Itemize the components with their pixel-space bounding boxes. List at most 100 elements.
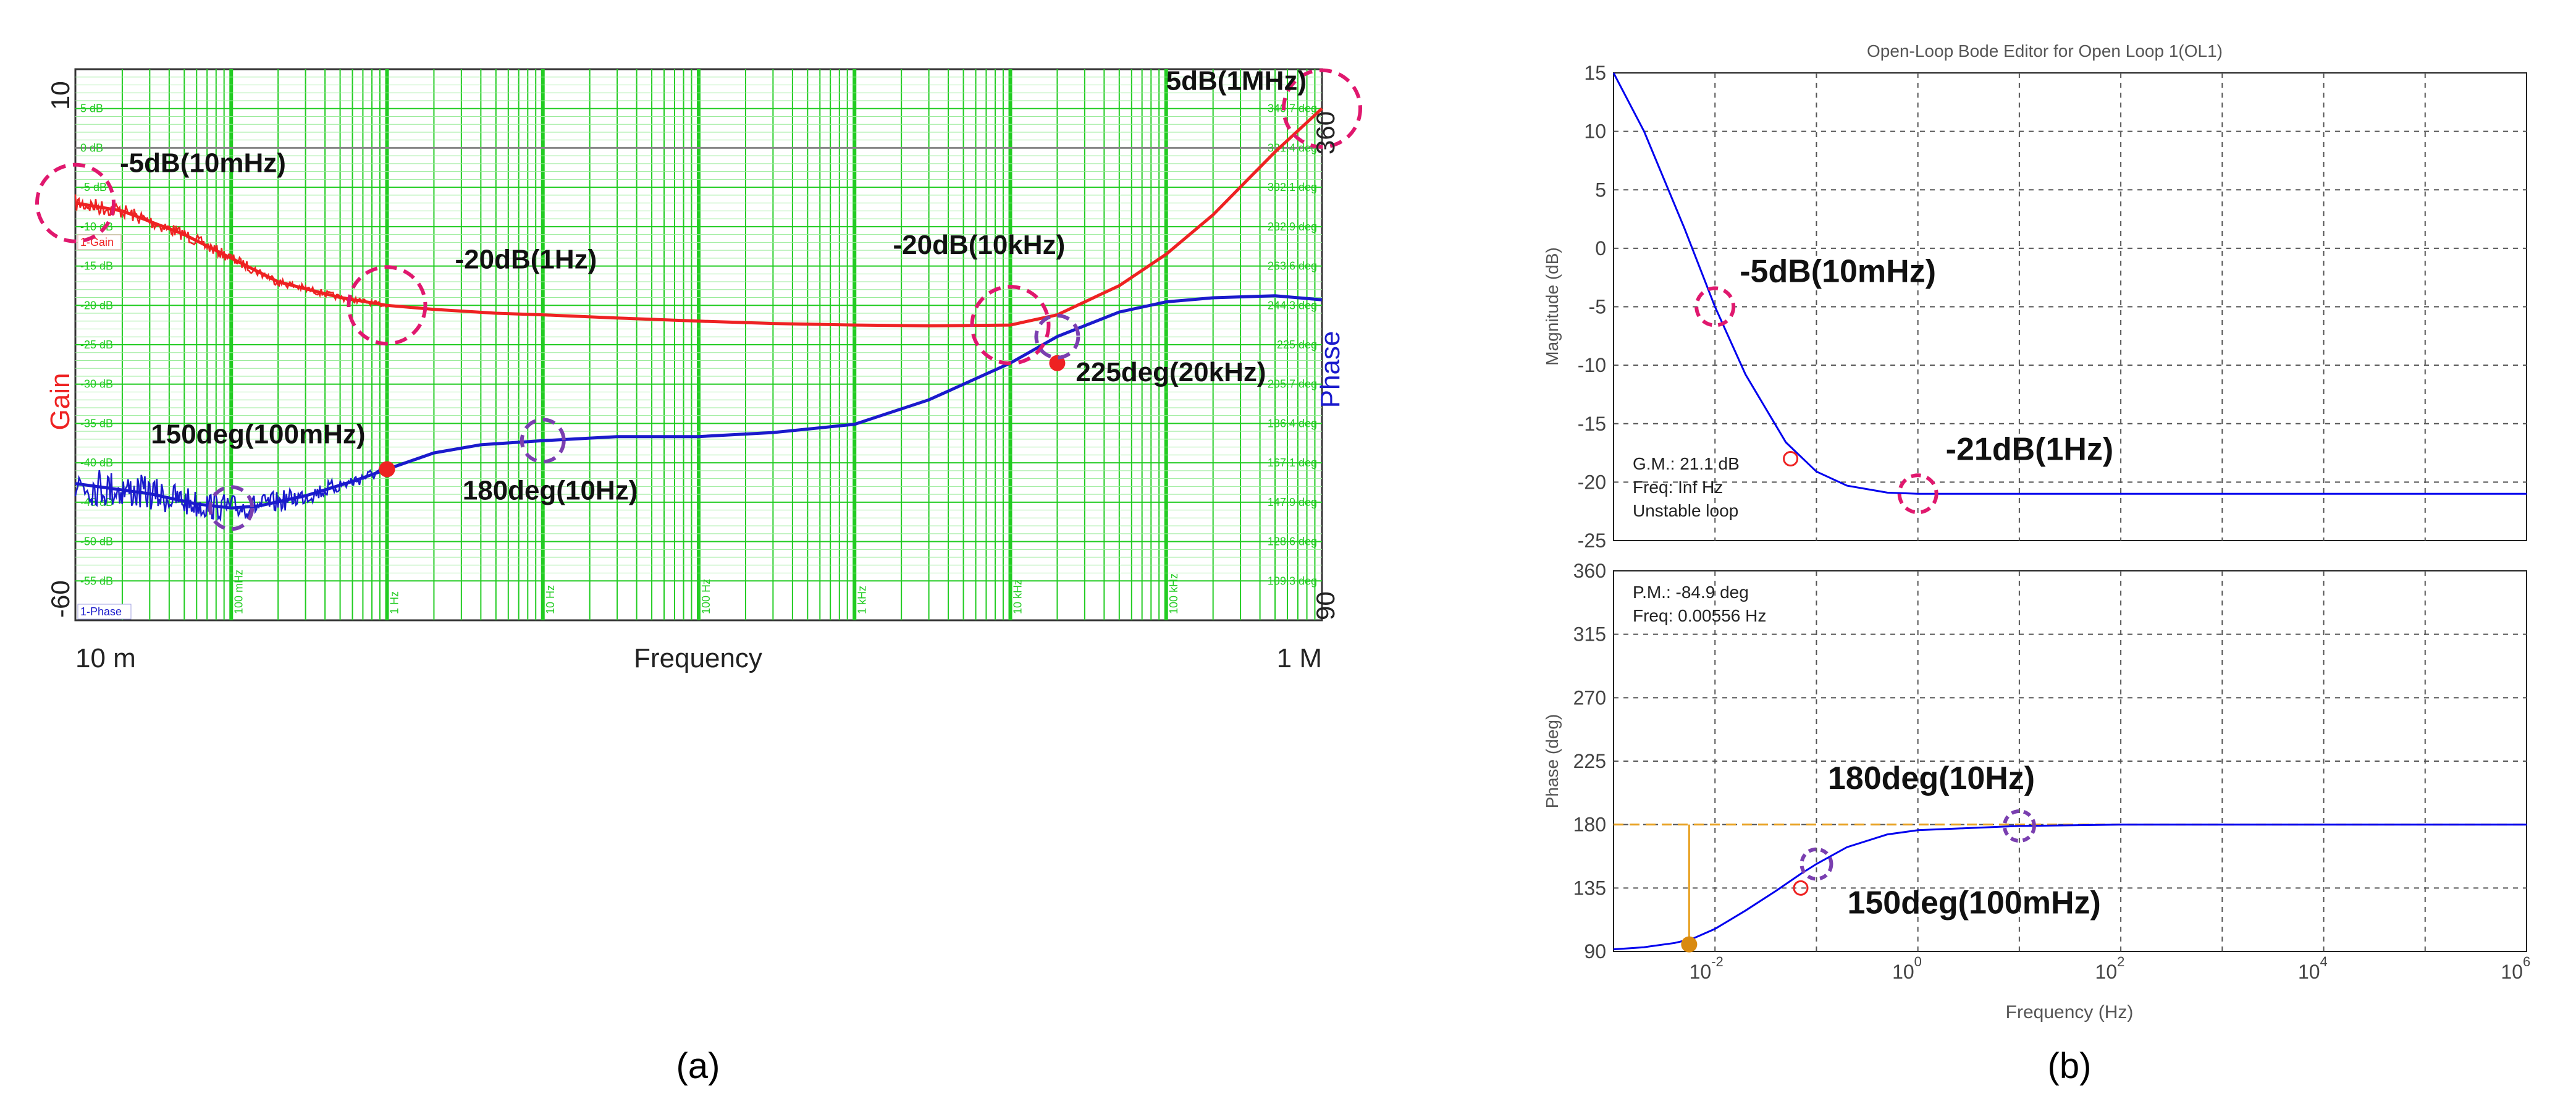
phase-ytick-label: 315: [1573, 623, 1606, 646]
panel-a-gain-phase-plot: 5 dB0 dB-5 dB-10 dB-15 dB-20 dB-25 dB-30…: [35, 66, 1362, 1086]
phase-xtick-label: 10 4: [2298, 954, 2328, 983]
gain-inner-tick-label: -40 dB: [80, 457, 113, 469]
mag-ytick-label: -5: [1589, 296, 1606, 318]
decade-label: 100 kHz: [1168, 573, 1180, 614]
phase-inner-tick-label: 302.1 deg: [1268, 181, 1317, 193]
gain-inner-tick-label: -55 dB: [80, 575, 113, 587]
mag-ytick-label: -25: [1578, 529, 1606, 552]
pm-line-1: P.M.: -84.9 deg: [1633, 583, 1749, 602]
panel-a-axes: 10 -60 Gain 360 90 Phase 10 m 1 M Freque…: [45, 81, 1345, 673]
phase-trace-tag: 1-Phase: [77, 604, 132, 620]
panel-b-traces: [1612, 72, 2527, 953]
annotation-circle: [1282, 68, 1362, 149]
annotation-label: -20dB(1Hz): [455, 244, 597, 274]
phase-xtick-label: 10 2: [2095, 954, 2125, 983]
annotation-label: 180deg(10Hz): [463, 475, 638, 505]
phase-ytick-label: 270: [1573, 686, 1606, 709]
gain-trace-tag-text: 1-Gain: [80, 236, 114, 248]
gain-inner-tick-label: -35 dB: [80, 417, 113, 429]
annotation-label: -21dB(1Hz): [1946, 431, 2114, 467]
phase-xtick-label: 10 0: [1892, 954, 1922, 983]
mag-ytick-label: 0: [1595, 237, 1606, 259]
mag-ytick-label: 15: [1584, 62, 1606, 84]
panel-b-phase-ylabel: Phase (deg): [1543, 714, 1562, 809]
xtick-exponent: -2: [1711, 954, 1724, 969]
gain-inner-tick-label: -25 dB: [80, 339, 113, 351]
annotation-circle: [1897, 473, 1938, 515]
annotation-circle: [1799, 847, 1833, 881]
annotation-label: 180deg(10Hz): [1828, 761, 2035, 796]
xtick-base: 10: [2501, 961, 2523, 983]
annotation-label: 225deg(20kHz): [1075, 357, 1266, 387]
phase-ytick-label: 180: [1573, 814, 1606, 836]
gain-trace: [75, 107, 1323, 327]
decade-label: 1 Hz: [389, 591, 401, 614]
xtick-exponent: 6: [2523, 954, 2530, 969]
phase-inner-tick-label: 244.3 deg: [1268, 299, 1317, 311]
panel-b-phase-margin-info: P.M.: -84.9 deg Freq: 0.00556 Hz: [1633, 583, 1766, 625]
panel-b-gain-margin-info: G.M.: 21.1 dB Freq: Inf Hz Unstable loop: [1633, 454, 1740, 520]
phase-inner-tick-label: 282.9 deg: [1268, 221, 1317, 233]
gain-inner-tick-label: -15 dB: [80, 260, 113, 272]
panel-a-xtick-min: 10 m: [75, 643, 136, 673]
panel-b-tick-labels: 151050-5-10-15-20-2536031527022518013590…: [1573, 62, 2531, 983]
panel-a-grid: [75, 69, 1322, 620]
phase-ytick-label: 225: [1573, 750, 1606, 772]
phase-inner-tick-label: 109.3 deg: [1268, 575, 1317, 587]
phase-trace-tag-box: [77, 604, 132, 620]
gm-line-3: Unstable loop: [1633, 501, 1738, 520]
phase-ytick-label: 360: [1573, 560, 1606, 582]
panel-a-xtick-max: 1 M: [1277, 643, 1322, 673]
phase-margin-dot: [1681, 936, 1698, 953]
gain-trace-tag-box: [77, 234, 122, 250]
phase-marker-dot: [379, 461, 395, 478]
annotation-circle: [347, 265, 427, 346]
panel-a-traces: [74, 107, 1323, 523]
phase-crossover-marker: [1793, 880, 1809, 896]
panel-b-xlabel: Frequency (Hz): [2006, 1002, 2134, 1022]
phase-ytick-label: 90: [1584, 940, 1606, 963]
gain-inner-tick-label: -5 dB: [80, 181, 107, 193]
annotation-circle: [970, 285, 1051, 366]
annotation-label: -20dB(10kHz): [893, 230, 1066, 260]
gain-inner-tick-label: 0 dB: [80, 141, 103, 154]
annotation-circle: [35, 162, 116, 243]
panel-a-label: (a): [676, 1046, 720, 1086]
gm-line-2: Freq: Inf Hz: [1633, 478, 1723, 497]
gain-inner-tick-label: -30 dB: [80, 378, 113, 390]
gain-trace-tag: 1-Gain: [77, 234, 122, 250]
gain-trace-noise: [74, 194, 388, 308]
gain-inner-tick-label: -20 dB: [80, 299, 113, 311]
mag-ytick-label: 10: [1584, 120, 1606, 143]
phase-inner-tick-label: 225 deg: [1277, 339, 1317, 351]
xtick-exponent: 4: [2320, 954, 2328, 969]
panel-a-annotations: -5dB(10mHz) -20dB(1Hz) -20dB(10kHz) 5dB(1MH…: [35, 66, 1362, 531]
decade-label: 100 Hz: [700, 579, 712, 614]
panel-b-title: Open-Loop Bode Editor for Open Loop 1(OL…: [1867, 41, 2223, 61]
xtick-exponent: 0: [1914, 954, 1922, 969]
phase-inner-tick-label: 205.7 deg: [1268, 378, 1317, 390]
xtick-base: 10: [1690, 961, 1712, 983]
mag-ytick-label: 5: [1595, 179, 1606, 201]
panel-a-gain-axis-label: Gain: [45, 373, 75, 431]
panel-a-gain-ymax: 10: [46, 81, 75, 110]
phase-inner-tick-label: 147.9 deg: [1268, 496, 1317, 508]
gm-line-1: G.M.: 21.1 dB: [1633, 454, 1740, 473]
annotation-circle: [520, 418, 566, 464]
annotation-label: 5dB(1MHz): [1166, 66, 1307, 96]
phase-inner-tick-label: 167.1 deg: [1268, 457, 1317, 469]
annotation-circle: [1034, 313, 1080, 360]
pm-line-2: Freq: 0.00556 Hz: [1633, 606, 1766, 625]
decade-label: 100 mHz: [232, 570, 245, 614]
panel-b-grid: [1614, 73, 2527, 951]
gain-inner-tick-label: 5 dB: [80, 103, 103, 115]
xtick-base: 10: [1892, 961, 1914, 983]
phase-inner-tick-label: 340.7 deg: [1268, 103, 1317, 115]
panel-a-gain-ymin: -60: [46, 580, 75, 618]
phase-trace: [75, 294, 1323, 510]
decade-label: 10 kHz: [1012, 580, 1024, 614]
gain-inner-tick-label: -50 dB: [80, 536, 113, 548]
panel-b-bode-editor: Open-Loop Bode Editor for Open Loop 1(OL…: [1543, 41, 2530, 1086]
panel-b-label: (b): [2048, 1046, 2092, 1086]
panel-a-inner-tick-labels: 5 dB0 dB-5 dB-10 dB-15 dB-20 dB-25 dB-30…: [77, 103, 1317, 620]
